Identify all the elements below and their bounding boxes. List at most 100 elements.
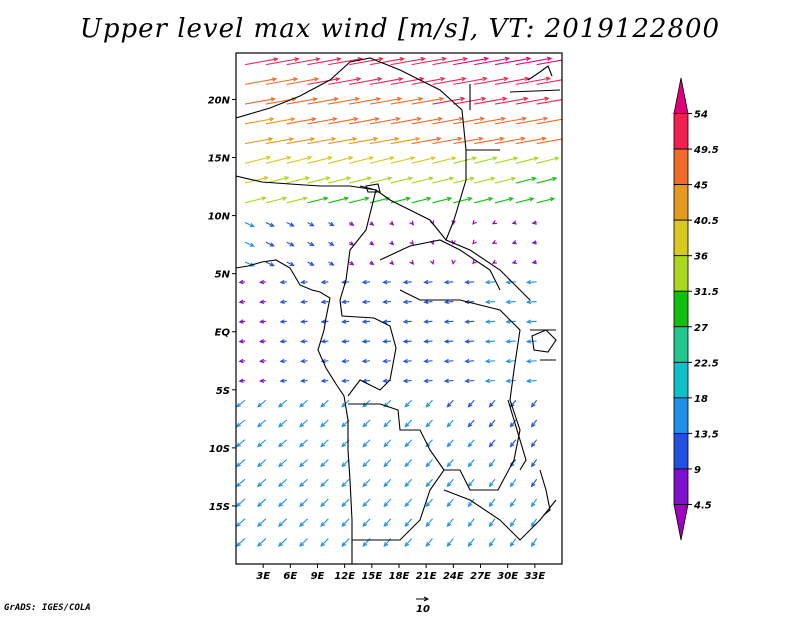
wind-vector bbox=[257, 419, 267, 428]
wind-vector bbox=[307, 241, 315, 247]
wind-vector bbox=[349, 176, 372, 184]
west-africa-coastline bbox=[236, 259, 353, 564]
country-border-car bbox=[379, 239, 501, 291]
wind-vector bbox=[515, 176, 537, 184]
wind-vector bbox=[257, 459, 267, 468]
wind-vector bbox=[257, 478, 267, 488]
colorbar-label: 49.5 bbox=[693, 145, 719, 156]
wind-vector bbox=[453, 156, 478, 164]
wind-vector bbox=[341, 498, 350, 508]
wind-vector bbox=[236, 498, 246, 508]
wind-vector bbox=[474, 136, 505, 145]
wind-vector bbox=[505, 378, 516, 384]
wind-vector bbox=[509, 439, 517, 448]
wind-vector bbox=[369, 116, 401, 125]
wind-vector bbox=[265, 57, 300, 66]
wind-vector bbox=[299, 419, 308, 428]
wind-vector bbox=[328, 77, 362, 85]
lake-malawi bbox=[539, 469, 551, 516]
country-border-east bbox=[466, 84, 561, 361]
wind-vector bbox=[402, 339, 412, 344]
wind-vector bbox=[509, 419, 517, 428]
wind-vector bbox=[236, 439, 246, 448]
wind-vector bbox=[443, 378, 454, 384]
wind-vector bbox=[488, 518, 496, 528]
wind-vector bbox=[320, 419, 329, 428]
wind-vector bbox=[307, 137, 337, 145]
wind-vector bbox=[320, 439, 329, 448]
wind-vector bbox=[382, 319, 391, 324]
wind-vector bbox=[369, 76, 404, 85]
wind-vector bbox=[383, 518, 392, 528]
colorbar-label: 4.5 bbox=[693, 500, 712, 511]
wind-vector bbox=[509, 518, 517, 528]
wind-vector bbox=[286, 77, 320, 85]
wind-vector bbox=[467, 478, 475, 488]
wind-vector bbox=[279, 319, 287, 324]
wind-vector bbox=[515, 197, 535, 204]
wind-vector bbox=[488, 459, 496, 468]
wind-vector bbox=[236, 518, 246, 527]
x-tick-label: 21E bbox=[416, 571, 437, 582]
country-border-cameroon bbox=[339, 189, 377, 319]
wind-vector bbox=[432, 156, 457, 164]
wind-vector bbox=[383, 498, 392, 508]
wind-vector bbox=[409, 240, 414, 246]
wind-vector bbox=[369, 136, 400, 145]
wind-vector bbox=[286, 196, 308, 204]
wind-vector bbox=[484, 279, 496, 285]
wind-vector bbox=[362, 478, 371, 488]
wind-vector bbox=[402, 319, 412, 324]
wind-vector bbox=[349, 156, 375, 164]
colorbar-label: 22.5 bbox=[694, 358, 719, 369]
wind-vector bbox=[236, 478, 246, 488]
colorbar-label: 27 bbox=[694, 323, 708, 334]
latitude-axis: 20N 15N 10N 5N EQ 5S 10S 15S bbox=[208, 95, 236, 513]
wind-vector bbox=[536, 79, 562, 85]
wind-vector bbox=[425, 459, 433, 468]
wind-vector bbox=[474, 176, 496, 184]
wind-vector bbox=[238, 378, 246, 383]
x-tick-label: 6E bbox=[283, 571, 297, 582]
wind-vector bbox=[530, 439, 538, 448]
wind-vector bbox=[328, 116, 359, 125]
wind-vector bbox=[446, 419, 454, 428]
wind-vector bbox=[530, 419, 538, 428]
wind-vector bbox=[536, 156, 560, 164]
wind-vector bbox=[389, 240, 395, 246]
wind-vector bbox=[286, 117, 317, 125]
wind-vector bbox=[341, 518, 350, 528]
wind-vector bbox=[320, 538, 329, 547]
wind-vector bbox=[257, 518, 267, 527]
wind-vector bbox=[341, 459, 350, 468]
wind-vector bbox=[390, 156, 416, 164]
colorbar-top-triangle bbox=[673, 77, 689, 114]
wind-vector bbox=[453, 196, 473, 204]
wind-vector bbox=[383, 419, 392, 428]
wind-vector bbox=[425, 538, 433, 547]
wind-vector bbox=[244, 196, 267, 204]
wind-vector bbox=[279, 299, 287, 305]
wind-vector bbox=[467, 518, 475, 528]
reference-vector: 10 bbox=[416, 596, 430, 615]
wind-vector bbox=[511, 240, 517, 245]
wind-vector bbox=[474, 56, 511, 66]
wind-vector bbox=[362, 419, 371, 428]
wind-vector bbox=[362, 498, 371, 508]
wind-vector bbox=[472, 219, 477, 225]
wind-vector bbox=[299, 518, 308, 527]
red-sea-coast bbox=[527, 65, 553, 81]
wind-vector bbox=[300, 358, 308, 364]
wind-vector bbox=[307, 196, 329, 204]
wind-vector bbox=[488, 478, 496, 488]
wind-vector bbox=[531, 240, 537, 245]
wind-vector bbox=[453, 136, 484, 145]
x-tick-label: 3E bbox=[256, 571, 270, 582]
wind-vector bbox=[307, 222, 315, 227]
wind-vector bbox=[244, 97, 276, 105]
wind-vector bbox=[382, 358, 391, 364]
y-tick-label: EQ bbox=[215, 328, 231, 339]
wind-vector bbox=[525, 319, 537, 324]
wind-vector bbox=[278, 439, 288, 448]
x-tick-label: 12E bbox=[334, 571, 355, 582]
